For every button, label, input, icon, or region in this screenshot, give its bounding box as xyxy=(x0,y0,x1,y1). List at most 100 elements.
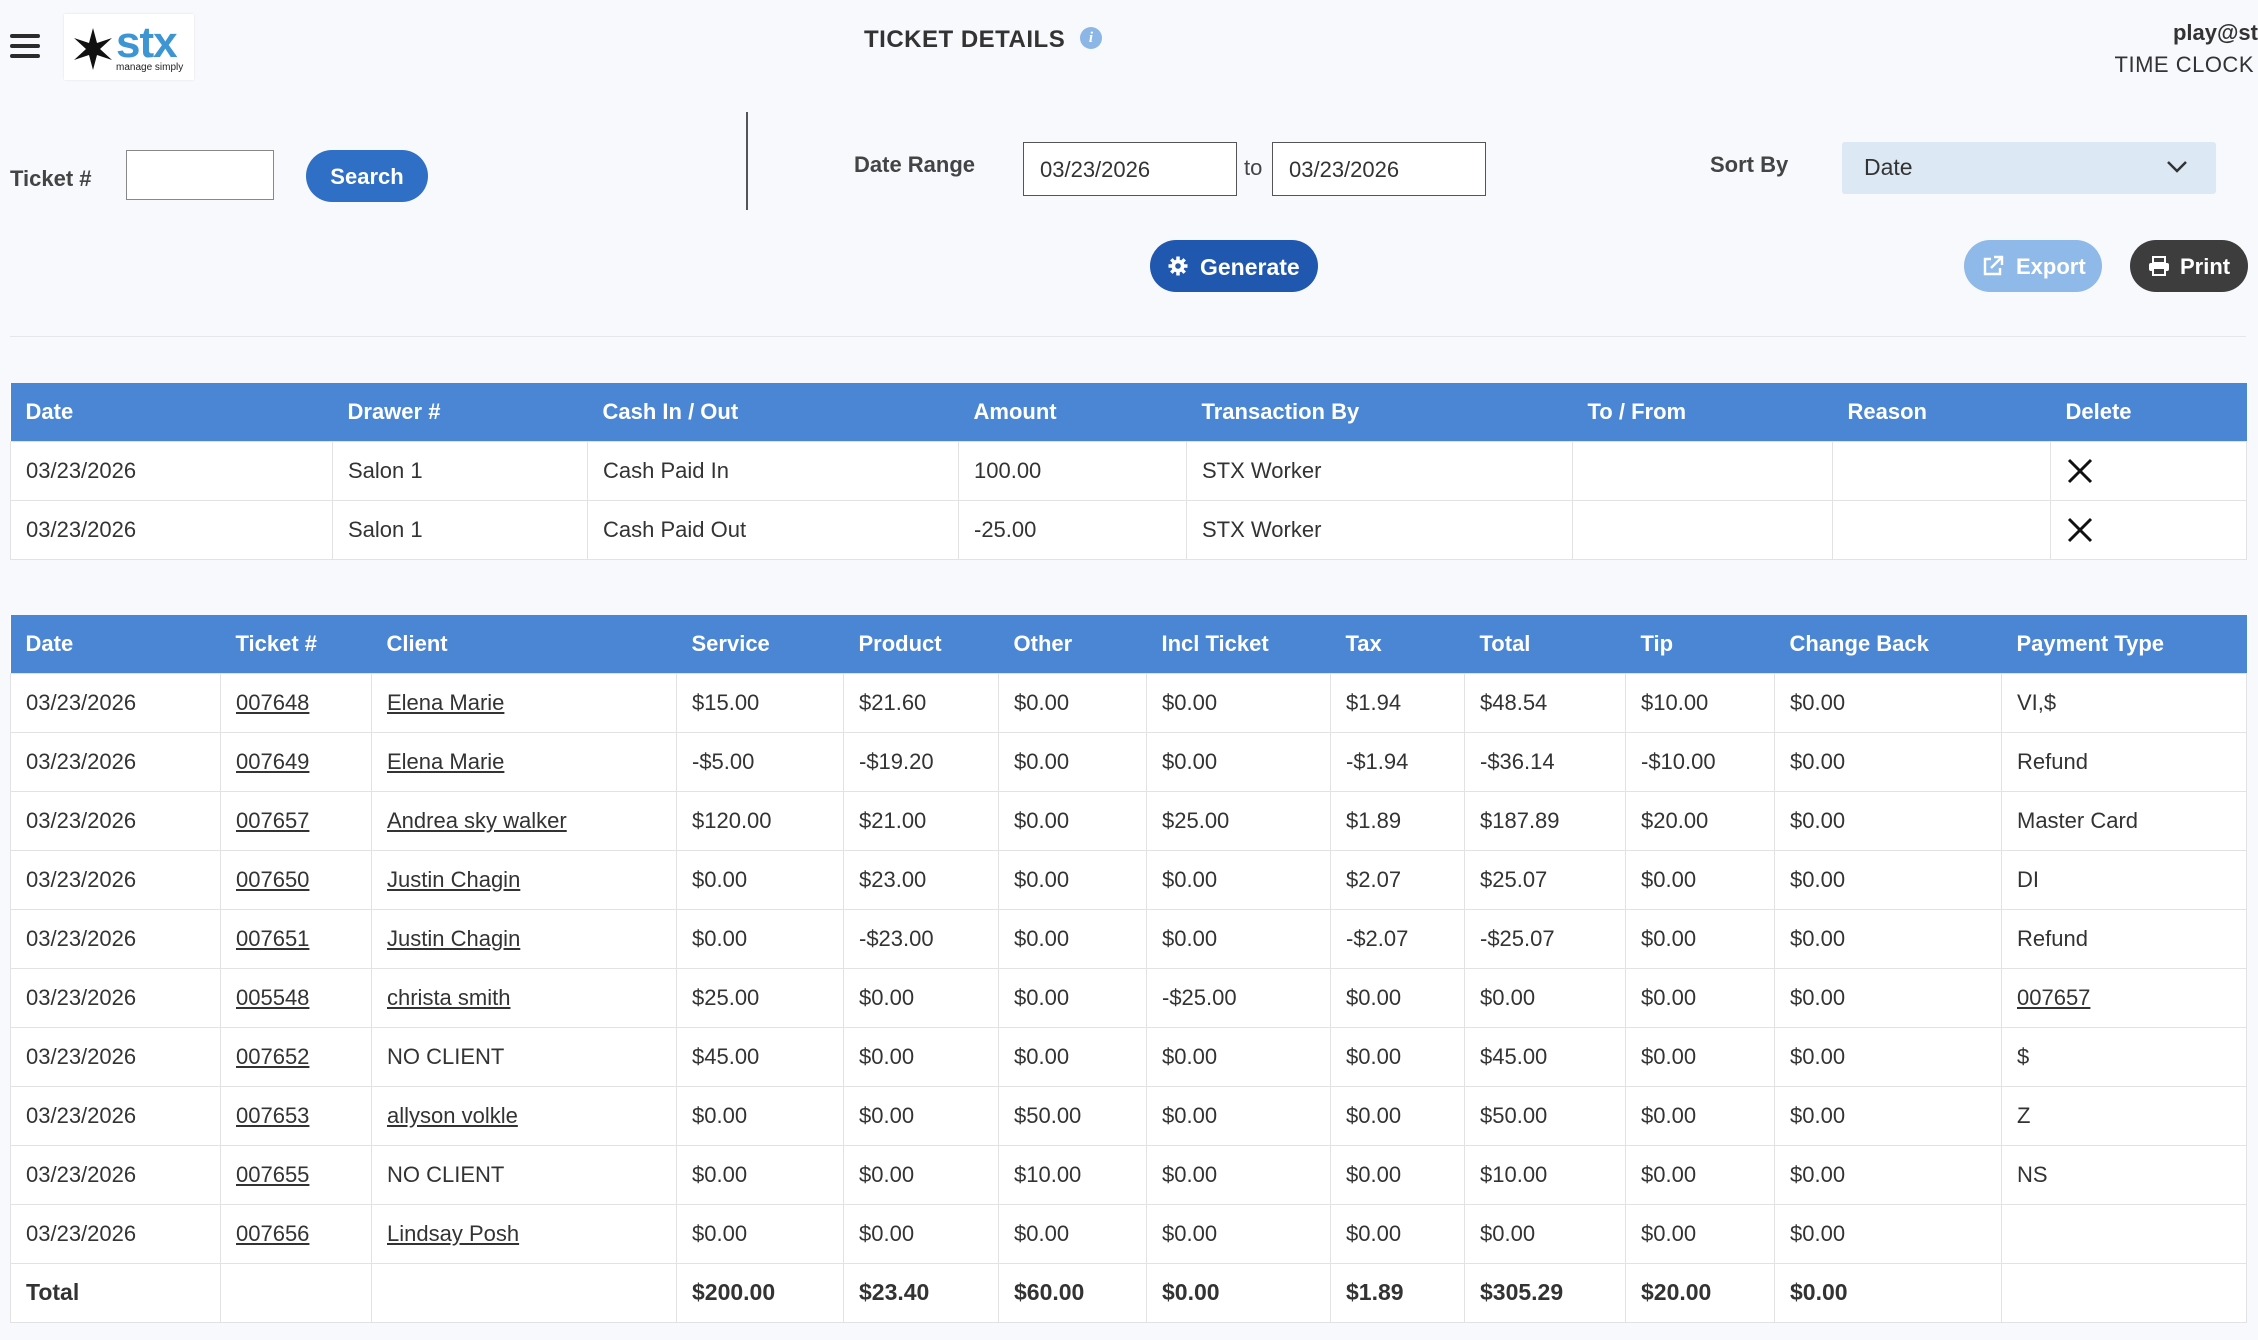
table-row: 03/23/2026 007656 Lindsay Posh $0.00 $0.00 $0… xyxy=(10,1203,2247,1264)
ticket-number-input[interactable] xyxy=(126,150,274,200)
cell-payment-type: NS xyxy=(2001,1144,2247,1205)
cell-client: allyson volkle xyxy=(371,1085,677,1146)
total-tip: $20.00 xyxy=(1625,1262,1775,1323)
cell-total: -$25.07 xyxy=(1464,908,1626,969)
column-header: Other xyxy=(998,615,1147,673)
cash-drawer-table: Date Drawer # Cash In / Out Amount Trans… xyxy=(10,383,2247,560)
ticket-link-link[interactable]: 007648 xyxy=(236,689,310,715)
cell-service: $0.00 xyxy=(676,1203,844,1264)
ticket-link-link[interactable]: 005548 xyxy=(236,984,310,1010)
cell-incl-ticket: $0.00 xyxy=(1146,1203,1331,1264)
cell-payment-type: Refund xyxy=(2001,731,2247,792)
totals-empty xyxy=(220,1262,372,1323)
cell-other: $0.00 xyxy=(998,731,1147,792)
cell-transaction-by: STX Worker xyxy=(1186,499,1573,560)
cell-date: 03/23/2026 xyxy=(10,967,221,1028)
cell-incl-ticket: $0.00 xyxy=(1146,1026,1331,1087)
logo-tagline: manage simply xyxy=(116,62,184,73)
ticket-link-link[interactable]: 007657 xyxy=(236,807,310,833)
ticket-link-link[interactable]: 007656 xyxy=(236,1220,310,1246)
cell-tax: $1.89 xyxy=(1330,790,1465,851)
cell-date: 03/23/2026 xyxy=(10,440,333,501)
totals-row: Total $200.00 $23.40 $60.00 $0.00 $1.89 … xyxy=(10,1262,2247,1323)
cell-date: 03/23/2026 xyxy=(10,1026,221,1087)
cell-service: $0.00 xyxy=(676,908,844,969)
time-clock-link[interactable]: TIME CLOCK xyxy=(2114,52,2254,77)
cell-drawer: Salon 1 xyxy=(332,499,588,560)
cell-change-back: $0.00 xyxy=(1774,908,2002,969)
cell-change-back: $0.00 xyxy=(1774,967,2002,1028)
cell-tax: -$1.94 xyxy=(1330,731,1465,792)
cell-product: $0.00 xyxy=(843,1085,999,1146)
info-icon[interactable]: i xyxy=(1080,27,1102,49)
export-button[interactable]: Export xyxy=(1964,240,2102,292)
cell-change-back: $0.00 xyxy=(1774,1026,2002,1087)
cell-tax: $0.00 xyxy=(1330,1026,1465,1087)
cell-payment-type: $ xyxy=(2001,1026,2247,1087)
cell-client: Justin Chagin xyxy=(371,849,677,910)
table-row: 03/23/2026 007648 Elena Marie $15.00 $21.60 $… xyxy=(10,672,2247,733)
cell-total: -$36.14 xyxy=(1464,731,1626,792)
client-link[interactable]: Elena Marie xyxy=(387,689,505,715)
cell-payment-type: DI xyxy=(2001,849,2247,910)
payment-type-link[interactable]: 007657 xyxy=(2017,984,2091,1010)
date-to-label: to xyxy=(1244,155,1263,180)
cell-other: $0.00 xyxy=(998,1026,1147,1087)
ticket-link-link[interactable]: 007649 xyxy=(236,748,310,774)
client-link[interactable]: Lindsay Posh xyxy=(387,1220,520,1246)
cell-tax: -$2.07 xyxy=(1330,908,1465,969)
cell-incl-ticket: $25.00 xyxy=(1146,790,1331,851)
print-label: Print xyxy=(2180,254,2231,279)
cell-service: $25.00 xyxy=(676,967,844,1028)
client-link[interactable]: Justin Chagin xyxy=(387,866,521,892)
column-header: Total xyxy=(1464,615,1626,673)
client-link[interactable]: christa smith xyxy=(387,984,511,1010)
column-header: Product xyxy=(843,615,999,673)
export-label: Export xyxy=(2016,254,2086,279)
filter-divider xyxy=(746,112,748,210)
cell-reason xyxy=(1832,440,2051,501)
ticket-link-link[interactable]: 007655 xyxy=(236,1161,310,1187)
client-link[interactable]: allyson volkle xyxy=(387,1102,518,1128)
stx-logo[interactable]: stx manage simply xyxy=(64,14,194,80)
client-link[interactable]: Justin Chagin xyxy=(387,925,521,951)
print-button[interactable]: Print xyxy=(2130,240,2248,292)
cell-date: 03/23/2026 xyxy=(10,1203,221,1264)
cell-change-back: $0.00 xyxy=(1774,790,2002,851)
cell-tip: $0.00 xyxy=(1625,1144,1775,1205)
ticket-link-link[interactable]: 007650 xyxy=(236,866,310,892)
cell-tip: $0.00 xyxy=(1625,1085,1775,1146)
delete-x-icon[interactable] xyxy=(2066,516,2094,544)
sort-by-select[interactable]: Date xyxy=(1842,142,2216,194)
totals-empty xyxy=(2001,1262,2247,1323)
cell-ticket-link: 007657 xyxy=(220,790,372,851)
ticket-link-link[interactable]: 007652 xyxy=(236,1043,310,1069)
cell-payment-type: Refund xyxy=(2001,908,2247,969)
hamburger-menu-icon[interactable] xyxy=(10,34,42,60)
cell-incl-ticket: $0.00 xyxy=(1146,672,1331,733)
client-link[interactable]: Andrea sky walker xyxy=(387,807,567,833)
client-link[interactable]: Elena Marie xyxy=(387,748,505,774)
generate-button[interactable]: Generate xyxy=(1150,240,1318,292)
date-from-input[interactable]: 03/23/2026 xyxy=(1023,142,1237,196)
cell-ticket-link: 007653 xyxy=(220,1085,372,1146)
cell-other: $10.00 xyxy=(998,1144,1147,1205)
cell-incl-ticket: $0.00 xyxy=(1146,908,1331,969)
ticket-link-link[interactable]: 007653 xyxy=(236,1102,310,1128)
cell-payment-type: 007657 xyxy=(2001,967,2247,1028)
search-button[interactable]: Search xyxy=(306,150,428,202)
cell-incl-ticket: $0.00 xyxy=(1146,849,1331,910)
ticket-link-link[interactable]: 007651 xyxy=(236,925,310,951)
user-email[interactable]: play@st xyxy=(2172,20,2258,45)
cell-ticket-link: 007649 xyxy=(220,731,372,792)
delete-x-icon[interactable] xyxy=(2066,457,2094,485)
date-to-input[interactable]: 03/23/2026 xyxy=(1272,142,1486,196)
column-header: Date xyxy=(10,615,221,673)
table-row: 03/23/2026 005548 christa smith $25.00 $0.00… xyxy=(10,967,2247,1028)
cell-delete xyxy=(2050,440,2247,501)
cell-change-back: $0.00 xyxy=(1774,1144,2002,1205)
column-header: Payment Type xyxy=(2001,615,2247,673)
cell-total: $10.00 xyxy=(1464,1144,1626,1205)
gear-icon xyxy=(1168,256,1188,276)
cell-incl-ticket: $0.00 xyxy=(1146,1144,1331,1205)
